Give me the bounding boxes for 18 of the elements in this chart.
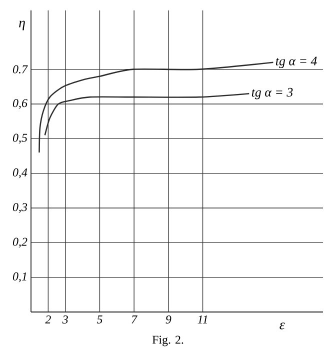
x-tick-label: 11 bbox=[198, 316, 208, 324]
y-tick-label: 0,2 bbox=[13, 238, 28, 248]
x-axis-title: ε bbox=[280, 322, 285, 330]
y-tick-label: 0,1 bbox=[13, 272, 26, 282]
x-tick-label: 9 bbox=[166, 316, 172, 324]
y-tick-label: 0,4 bbox=[13, 168, 28, 178]
caption: Fig. 2. bbox=[152, 336, 184, 346]
x-tick-label: 3 bbox=[62, 316, 68, 324]
series-label: tg α = 3 bbox=[252, 88, 293, 100]
y-tick-label: 0.7 bbox=[13, 65, 28, 74]
series-label: tg α = 4 bbox=[276, 56, 317, 68]
y-axis-title: η bbox=[19, 20, 25, 30]
y-tick-label: 0,6 bbox=[13, 99, 28, 109]
y-tick-label: 0,5 bbox=[13, 134, 28, 144]
y-tick-label: 0,3 bbox=[13, 203, 28, 213]
x-tick-label: 2 bbox=[45, 316, 51, 324]
x-tick-label: 7 bbox=[132, 316, 138, 324]
x-tick-label: 5 bbox=[96, 316, 102, 324]
